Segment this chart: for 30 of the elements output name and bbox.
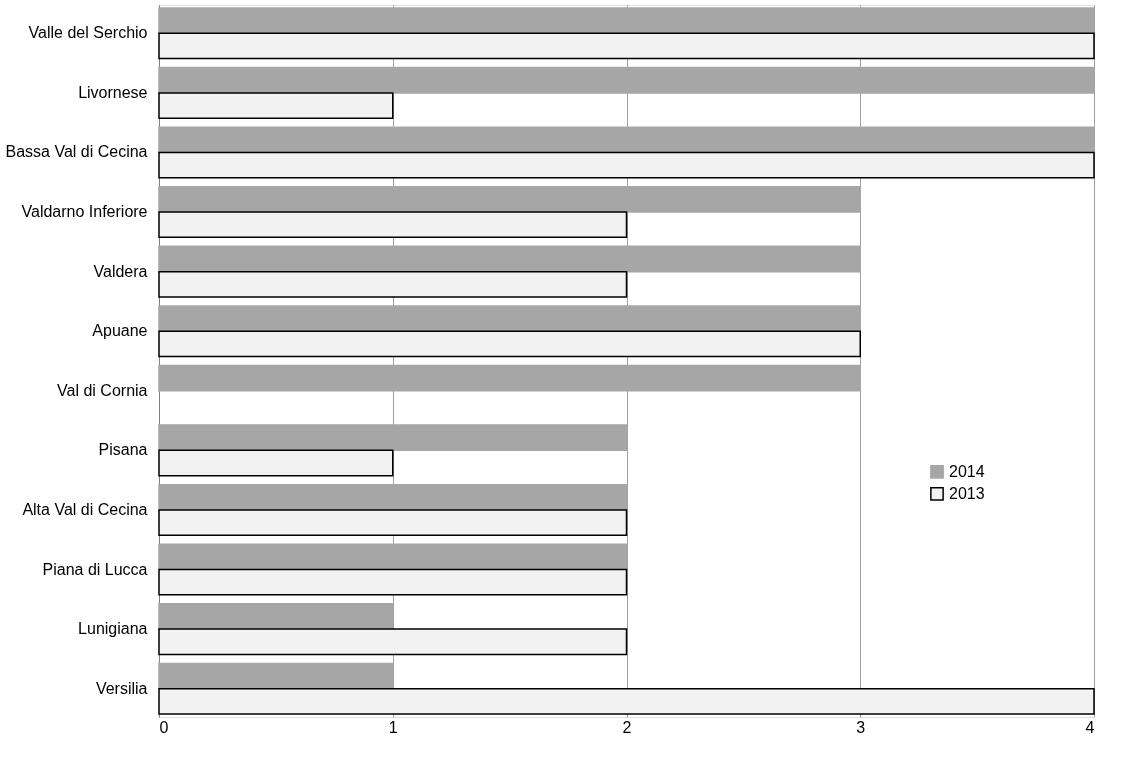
bar <box>158 509 628 537</box>
bar <box>158 628 628 656</box>
y-tick-label: Apuane <box>92 322 148 340</box>
y-tick-label: Val di Cornia <box>57 381 148 399</box>
bar <box>158 211 628 239</box>
bar <box>158 568 628 596</box>
bar <box>158 270 628 298</box>
bar <box>158 32 1095 60</box>
y-tick-label: Bassa Val di Cecina <box>5 143 148 161</box>
y-tick-label: Pisana <box>98 441 148 459</box>
x-tick-label: 0 <box>159 718 169 736</box>
bar <box>158 92 394 119</box>
x-tick-label: 4 <box>1085 718 1095 736</box>
bar <box>158 687 1095 715</box>
y-tick-label: Lunigiana <box>78 620 148 638</box>
bar <box>158 449 394 477</box>
x-tick-label: 1 <box>388 718 398 736</box>
y-tick-label: Versilia <box>95 679 148 697</box>
y-tick-label: Livornese <box>78 83 148 101</box>
legend-label: 2013 <box>949 484 985 502</box>
y-tick-label: Valdera <box>93 262 148 280</box>
bar <box>158 330 861 358</box>
y-tick-label: Valdarno Inferiore <box>21 203 148 221</box>
y-tick-label: Valle del Serchio <box>28 24 148 42</box>
x-tick-label: 3 <box>856 718 866 736</box>
y-tick-label: Piana di Lucca <box>42 560 148 578</box>
y-tick-label: Alta Val di Cecina <box>22 500 148 518</box>
legend-label: 2014 <box>949 462 985 480</box>
bar <box>158 151 1095 179</box>
x-tick-label: 2 <box>622 718 632 736</box>
